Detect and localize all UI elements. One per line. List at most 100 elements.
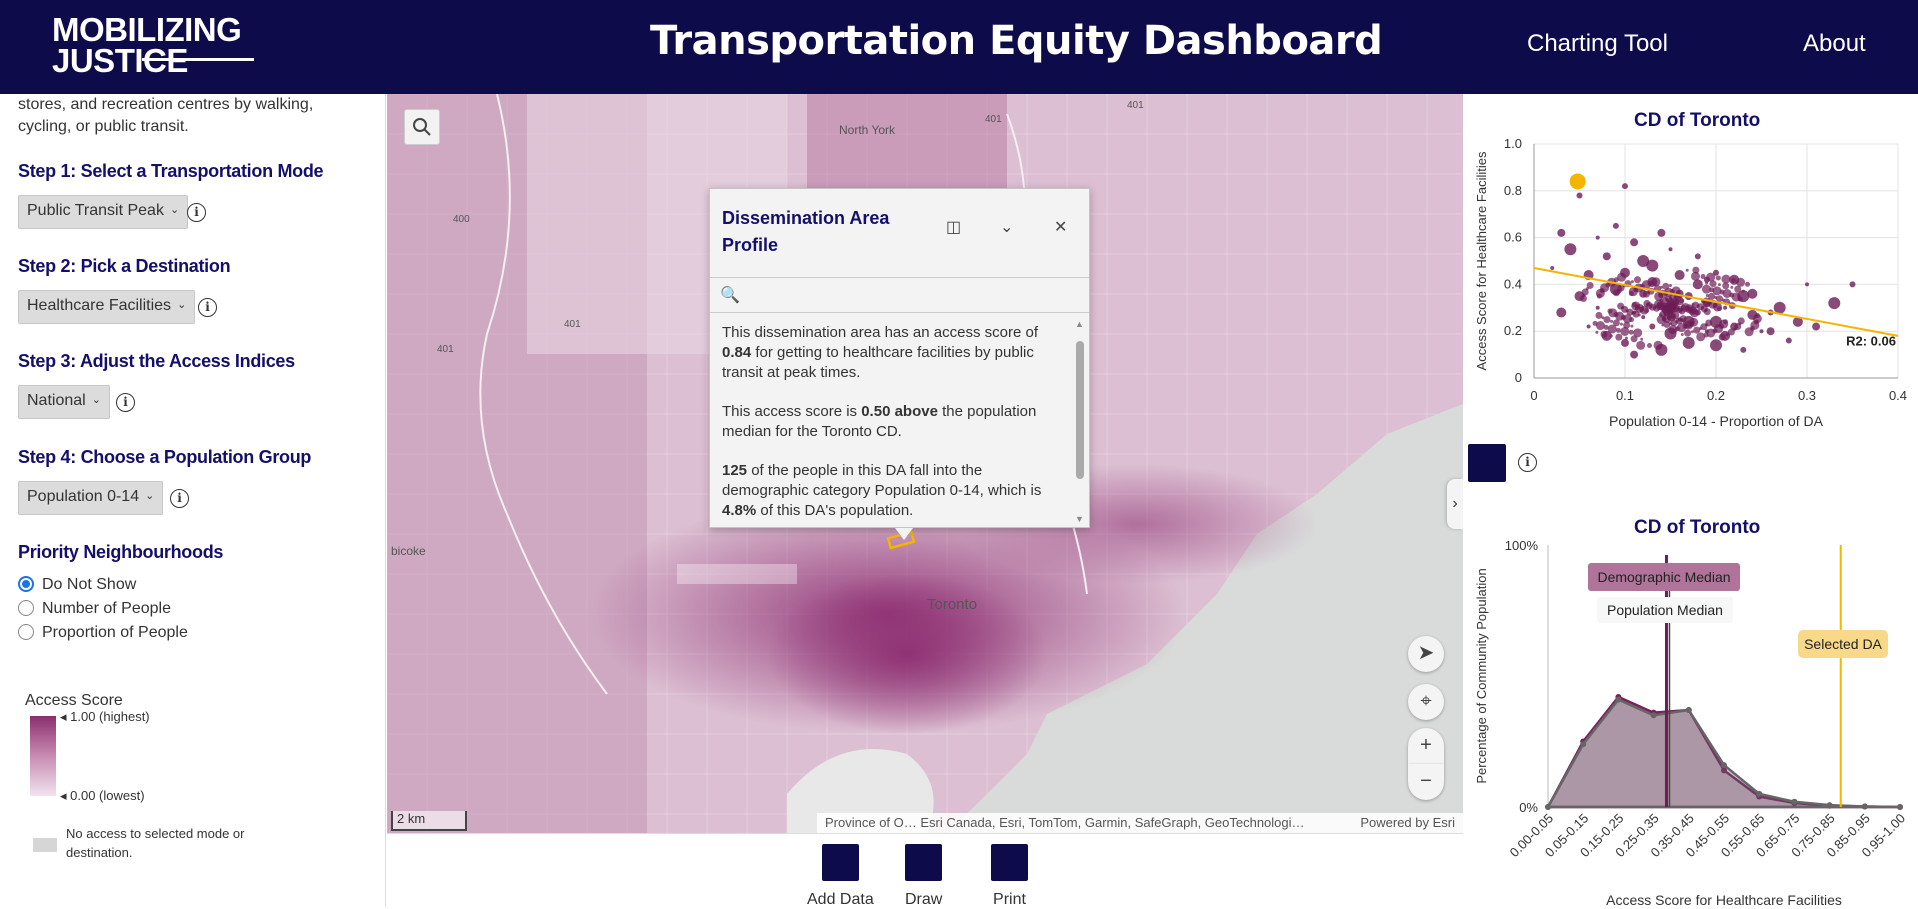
collapse-popup-button[interactable]: ⌄ [1000, 217, 1013, 237]
scatter-point [1550, 266, 1555, 271]
map-label-hwy400: 400 [453, 214, 470, 225]
map-search-button[interactable] [404, 109, 440, 145]
map-label-north-york: North York [839, 123, 896, 137]
scatter-point [1849, 281, 1856, 288]
scroll-up-icon[interactable]: ▲ [1075, 319, 1084, 329]
nav-about[interactable]: About [1803, 30, 1866, 57]
scatter-point [1630, 238, 1639, 247]
info-icon[interactable]: i [187, 203, 206, 222]
y-tick-label: 0.8 [1504, 183, 1522, 198]
scatter-point [1630, 324, 1634, 328]
map-label-hwy401: 401 [985, 114, 1002, 125]
scatter-point [1668, 325, 1678, 335]
scatter-point [1628, 329, 1634, 335]
area-point [1861, 803, 1868, 810]
chevron-down-icon: ⌄ [145, 490, 155, 502]
scatter-point [1592, 320, 1598, 326]
scatter-chart[interactable]: 0 0.1 0.2 0.3 0.4 0 0.2 0.4 0.6 0.8 1.0 R2: 0.06 Pop… [1464, 94, 1918, 434]
scatter-point [1745, 281, 1751, 287]
population-group-select[interactable]: Population 0-14 ⌄ [18, 481, 164, 515]
add-data-button[interactable]: Add Data [807, 844, 874, 909]
scatter-point [1736, 277, 1746, 287]
scatter-point [1701, 284, 1711, 294]
scatter-point [1641, 315, 1646, 320]
scatter-point [1805, 282, 1809, 287]
locate-button[interactable]: ⌖ [1408, 684, 1444, 720]
y-axis-label: Percentage of Community Population [1474, 568, 1489, 783]
popup-paragraph-2: This access score is 0.50 above the popu… [722, 403, 1037, 440]
zoom-out-button[interactable]: − [1408, 764, 1444, 800]
chevron-right-icon: › [1452, 495, 1458, 512]
selected-da-label: Selected DA [1804, 636, 1882, 652]
print-button[interactable]: Print [991, 844, 1028, 909]
logo[interactable]: MOBILIZING JUSTICE [52, 13, 262, 77]
scatter-point [1717, 306, 1723, 312]
demographic-median-label: Demographic Median [1597, 569, 1730, 585]
scatter-point [1792, 316, 1803, 327]
r2-label: R2: 0.06 [1846, 334, 1896, 349]
scatter-point [1607, 308, 1613, 314]
step1-title: Step 1: Select a Transportation Mode [18, 161, 324, 181]
scatter-point [1621, 338, 1629, 347]
compass-button[interactable]: ➤ [1408, 636, 1444, 672]
chevron-down-icon: ⌄ [1000, 219, 1014, 236]
scatter-point [1653, 340, 1663, 350]
info-icon[interactable]: i [198, 298, 217, 317]
bottom-toolbar: Add Data Draw Print [387, 833, 1463, 909]
scatter-point [1694, 253, 1701, 260]
radio-label: Do Not Show [42, 576, 137, 593]
scatter-point [1712, 286, 1722, 296]
x-tick-label: 0.1 [1616, 388, 1634, 403]
scatter-point [1612, 319, 1620, 327]
radio-do-not-show[interactable]: Do Not Show [18, 576, 136, 594]
popup-scrollbar[interactable]: ▲ ▼ [1075, 319, 1085, 524]
collapse-panel-button[interactable]: › [1447, 479, 1463, 529]
histogram-chart[interactable]: 100%0%0.00-0.050.05-0.150.15-0.250.25-0.… [1464, 507, 1918, 907]
access-indices-select[interactable]: National ⌄ [18, 385, 110, 419]
scatter-point [1693, 326, 1701, 334]
radio-number-of-people[interactable]: Number of People [18, 600, 171, 618]
scatter-point [1741, 289, 1745, 293]
info-icon[interactable]: i [1518, 453, 1537, 472]
scatter-point [1624, 336, 1628, 340]
scatter-point [1646, 259, 1659, 272]
destination-select[interactable]: Healthcare Facilities ⌄ [18, 290, 196, 324]
priority-title: Priority Neighbourhoods [18, 542, 224, 562]
scatter-point [1602, 252, 1611, 261]
info-icon[interactable]: i [116, 393, 135, 412]
da-profile-popup[interactable]: Dissemination Area Profile ◫ ⌄ ✕ 🔍 This … [709, 188, 1090, 540]
scatter-point [1737, 296, 1743, 302]
radio-proportion-of-people[interactable]: Proportion of People [18, 624, 188, 642]
draw-button[interactable]: Draw [905, 844, 942, 909]
zoom-to-button[interactable]: 🔍 [720, 285, 740, 305]
scatter-point [1595, 321, 1605, 331]
scatter-point [1689, 308, 1699, 318]
dock-button[interactable]: ◫ [946, 217, 961, 237]
scrollbar-thumb[interactable] [1076, 341, 1084, 479]
info-icon[interactable]: i [170, 489, 189, 508]
scatter-point [1637, 255, 1650, 267]
scatter-point [1633, 328, 1643, 338]
scatter-title: CD of Toronto [1634, 110, 1761, 131]
area-point [1791, 798, 1798, 805]
scroll-down-icon[interactable]: ▼ [1075, 514, 1084, 524]
scatter-point [1661, 323, 1665, 327]
scatter-point [1609, 334, 1613, 338]
close-popup-button[interactable]: ✕ [1054, 217, 1067, 237]
map-attribution[interactable]: Province of O… Esri Canada, Esri, TomTom… [817, 813, 1463, 833]
compass-icon: ➤ [1417, 642, 1435, 664]
chart-print-button[interactable] [1468, 444, 1506, 482]
nav-charting-tool[interactable]: Charting Tool [1527, 30, 1668, 57]
left-panel[interactable]: stores, and recreation centres by walkin… [0, 94, 386, 907]
zoom-in-button[interactable]: + [1408, 728, 1444, 764]
radio-icon [18, 600, 34, 616]
scatter-point [1706, 272, 1716, 282]
radio-icon [18, 624, 34, 640]
area-point [1826, 802, 1833, 809]
area-point [1685, 707, 1692, 714]
transport-mode-select[interactable]: Public Transit Peak ⌄ [18, 195, 189, 229]
scatter-point [1607, 324, 1617, 334]
map-label-toronto: Toronto [927, 596, 978, 613]
y-tick-label: 0 [1515, 370, 1522, 385]
legend-high-label: ◂ 1.00 (highest) [60, 709, 150, 724]
